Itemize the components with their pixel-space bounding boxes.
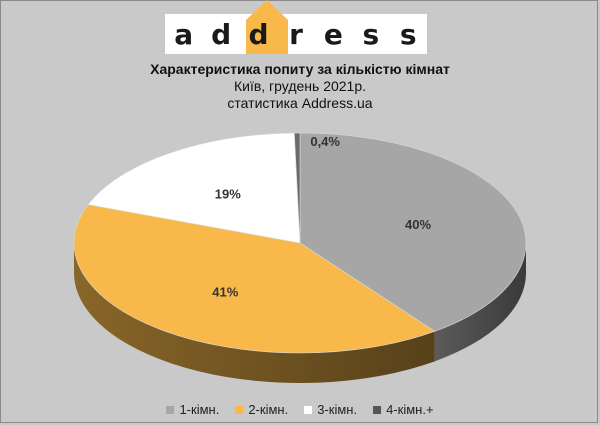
legend-swatch — [304, 405, 313, 414]
pie-slice-1-кімн. — [299, 132, 527, 332]
logo-letter: s — [362, 17, 380, 51]
logo-letter: d — [211, 17, 232, 51]
chart-subtitle-source: статистика Address.ua — [227, 95, 373, 111]
data-label-3-кімн.: 19% — [215, 187, 241, 202]
pie-slice-4-кімн.+ — [294, 132, 301, 244]
legend-swatch — [373, 405, 382, 414]
legend-item-2-room: 2-кімн. — [235, 402, 288, 417]
house-icon — [246, 0, 288, 54]
logo-letter: d — [248, 17, 269, 51]
pie-slice-3-кімн. — [87, 132, 301, 244]
address-logo: a d d r e s s — [165, 0, 427, 54]
data-label-1-кімн.: 40% — [405, 217, 431, 232]
logo-letter: a — [174, 17, 194, 51]
data-label-2-кімн.: 41% — [212, 284, 238, 299]
legend-item-4-room-plus: 4-кімн.+ — [373, 402, 434, 417]
legend-item-1-room: 1-кімн. — [166, 402, 219, 417]
data-label-4-кімн.+: 0,4% — [310, 134, 340, 149]
chart-title: Характеристика попиту за кількістю кімна… — [150, 61, 450, 77]
legend-label: 2-кімн. — [248, 402, 289, 417]
pie-slice-side-2-кімн. — [73, 243, 435, 383]
logo-letter: e — [323, 17, 343, 51]
pie-chart: 40% 41% 19% 0,4% — [73, 132, 527, 383]
logo-letter: r — [289, 17, 303, 51]
chart-subtitle-location: Київ, грудень 2021р. — [233, 78, 367, 94]
legend-label: 4-кімн.+ — [386, 402, 434, 417]
chart-legend: 1-кімн. 2-кімн. 3-кімн. 4-кімн.+ — [0, 402, 600, 417]
legend-label: 1-кімн. — [179, 402, 220, 417]
legend-label: 3-кімн. — [317, 402, 358, 417]
logo-letters: a d d r e s s — [165, 14, 427, 54]
pie-slice-2-кімн. — [73, 204, 436, 354]
legend-item-3-room: 3-кімн. — [304, 402, 357, 417]
legend-swatch — [235, 405, 244, 414]
legend-swatch — [166, 405, 175, 414]
logo-letter: s — [399, 17, 417, 51]
pie-slice-side-1-кімн. — [434, 243, 526, 362]
chart-heading: Характеристика попиту за кількістю кімна… — [0, 60, 600, 112]
